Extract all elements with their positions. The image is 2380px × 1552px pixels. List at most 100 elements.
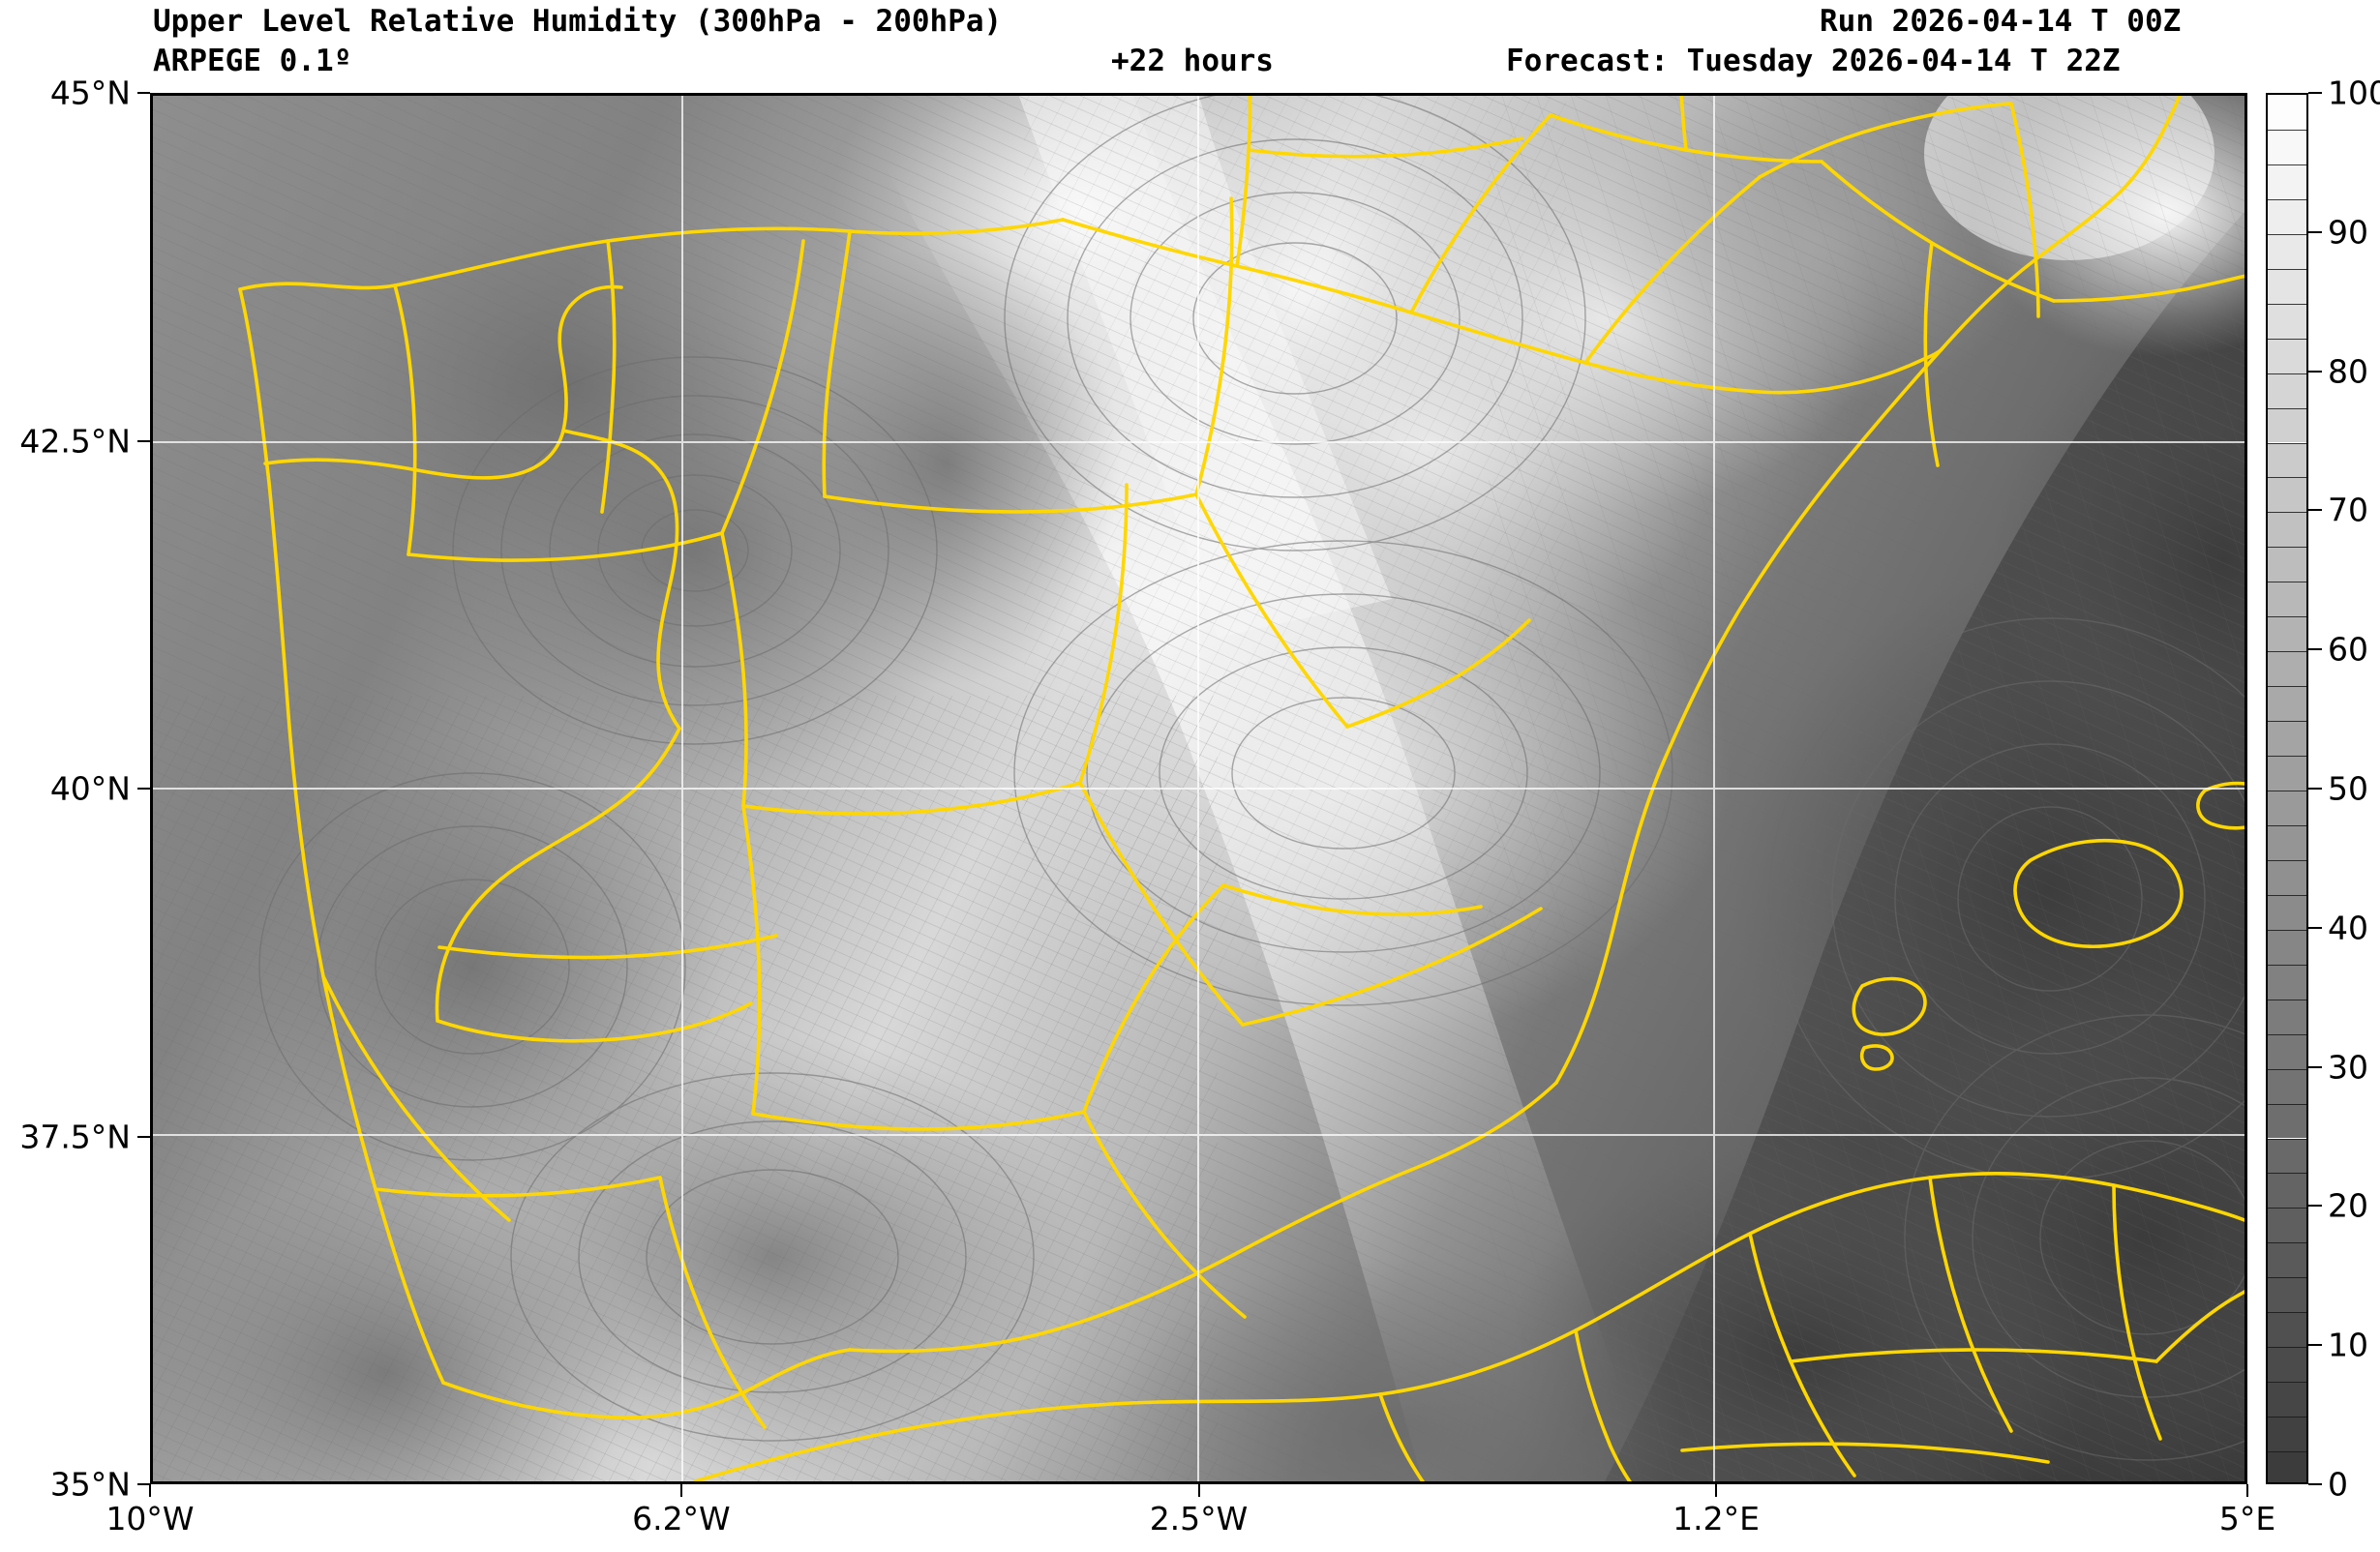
colorbar-band-separator <box>2268 512 2306 514</box>
colorbar-gradient <box>2268 95 2306 1482</box>
colorbar-band <box>2268 268 2306 304</box>
lon-tick-mark <box>679 1484 682 1497</box>
colorbar-band <box>2268 95 2306 130</box>
lat-tick-label-4: 35°N <box>49 1465 131 1504</box>
lat-tick-label-2: 40°N <box>49 769 131 808</box>
colorbar-band-separator <box>2268 1138 2306 1140</box>
lon-tick-mark <box>1197 1484 1200 1497</box>
colorbar-band <box>2268 1068 2306 1104</box>
colorbar-band <box>2268 686 2306 722</box>
colorbar-band <box>2268 859 2306 895</box>
colorbar-tick-mark <box>2308 509 2322 512</box>
lon-tick-label-0: 10°W <box>105 1500 195 1537</box>
colorbar-band-separator <box>2268 1173 2306 1175</box>
lon-tick-mark <box>1715 1484 1718 1497</box>
colorbar-band-separator <box>2268 1451 2306 1453</box>
colorbar-band <box>2268 512 2306 548</box>
colorbar-band-separator <box>2268 1382 2306 1384</box>
colorbar-tick-mark <box>2308 1344 2322 1347</box>
colorbar-band <box>2268 1417 2306 1452</box>
colorbar-band <box>2268 1173 2306 1209</box>
colorbar-band-separator <box>2268 756 2306 758</box>
colorbar-band-separator <box>2268 1277 2306 1279</box>
colorbar-tick-label-6: 40 <box>2328 909 2368 947</box>
lat-tick-mark <box>137 1135 150 1138</box>
colorbar-band-separator <box>2268 164 2306 165</box>
colorbar-band <box>2268 651 2306 687</box>
colorbar-band-separator <box>2268 1208 2306 1209</box>
colorbar-band-separator <box>2268 129 2306 131</box>
colorbar-tick-mark <box>2308 1065 2322 1068</box>
colorbar-band <box>2268 1033 2306 1069</box>
colorbar[interactable] <box>2266 93 2308 1484</box>
forecast-time-label: Forecast: Tuesday 2026-04-14 T 22Z <box>1506 44 2121 78</box>
lon-tick-label-1: 6.2°W <box>632 1500 731 1537</box>
colorbar-band <box>2268 964 2306 1000</box>
map-plot-area[interactable] <box>150 93 2247 1484</box>
colorbar-tick-label-3: 70 <box>2328 491 2368 529</box>
colorbar-band <box>2268 407 2306 443</box>
colorbar-band <box>2268 791 2306 825</box>
colorbar-tick-label-8: 20 <box>2328 1186 2368 1225</box>
colorbar-band <box>2268 1208 2306 1243</box>
colorbar-band-separator <box>2268 651 2306 653</box>
colorbar-tick-label-0: 100 <box>2328 74 2380 112</box>
colorbar-band-separator <box>2268 268 2306 270</box>
colorbar-band-separator <box>2268 1347 2306 1349</box>
colorbar-band-separator <box>2268 198 2306 200</box>
lead-time-label: +22 hours <box>1111 44 1274 78</box>
lat-lon-gridlines <box>153 96 2244 1481</box>
lat-tick-label-1: 42.5°N <box>19 422 131 460</box>
colorbar-band-separator <box>2268 686 2306 688</box>
colorbar-band <box>2268 198 2306 234</box>
colorbar-band-separator <box>2268 964 2306 966</box>
colorbar-band <box>2268 999 2306 1034</box>
colorbar-band-separator <box>2268 303 2306 305</box>
colorbar-tick-mark <box>2308 92 2322 94</box>
colorbar-band-separator <box>2268 1033 2306 1035</box>
colorbar-band <box>2268 1103 2306 1139</box>
lat-tick-mark <box>137 1483 150 1485</box>
colorbar-band-separator <box>2268 373 2306 374</box>
colorbar-band <box>2268 721 2306 757</box>
colorbar-tick-mark <box>2308 1483 2322 1485</box>
colorbar-band-separator <box>2268 1417 2306 1418</box>
colorbar-band-separator <box>2268 547 2306 549</box>
colorbar-band-separator <box>2268 824 2306 826</box>
colorbar-tick-mark <box>2308 648 2322 651</box>
colorbar-band-separator <box>2268 233 2306 235</box>
colorbar-band-separator <box>2268 929 2306 931</box>
colorbar-band-separator <box>2268 616 2306 618</box>
colorbar-band <box>2268 929 2306 965</box>
colorbar-band <box>2268 1242 2306 1278</box>
colorbar-tick-label-4: 60 <box>2328 630 2368 669</box>
lon-tick-mark <box>2246 1484 2248 1497</box>
colorbar-band-separator <box>2268 1312 2306 1314</box>
colorbar-tick-mark <box>2308 370 2322 373</box>
colorbar-band <box>2268 1347 2306 1383</box>
lat-tick-label-3: 37.5°N <box>19 1118 131 1155</box>
colorbar-band-separator <box>2268 1068 2306 1070</box>
run-time-label: Run 2026-04-14 T 00Z <box>1820 4 2182 39</box>
colorbar-tick-mark <box>2308 926 2322 929</box>
colorbar-tick-label-1: 90 <box>2328 213 2368 252</box>
lat-tick-label-0: 45°N <box>49 74 131 112</box>
colorbar-tick-label-7: 30 <box>2328 1048 2368 1087</box>
colorbar-band-separator <box>2268 407 2306 409</box>
colorbar-band-separator <box>2268 721 2306 723</box>
colorbar-tick-mark <box>2308 1205 2322 1208</box>
colorbar-band-separator <box>2268 338 2306 340</box>
colorbar-band-separator <box>2268 894 2306 896</box>
contour-lines <box>258 96 2244 1461</box>
colorbar-band <box>2268 233 2306 269</box>
colorbar-band-separator <box>2268 477 2306 479</box>
lon-tick-label-2: 2.5°W <box>1149 1500 1249 1537</box>
lat-tick-mark <box>137 788 150 790</box>
lat-tick-mark <box>137 439 150 442</box>
colorbar-band-separator <box>2268 1242 2306 1244</box>
lat-tick-mark <box>137 92 150 94</box>
colorbar-band <box>2268 824 2306 860</box>
model-label: ARPEGE 0.1º <box>153 44 352 78</box>
colorbar-tick-mark <box>2308 230 2322 233</box>
colorbar-band <box>2268 477 2306 513</box>
